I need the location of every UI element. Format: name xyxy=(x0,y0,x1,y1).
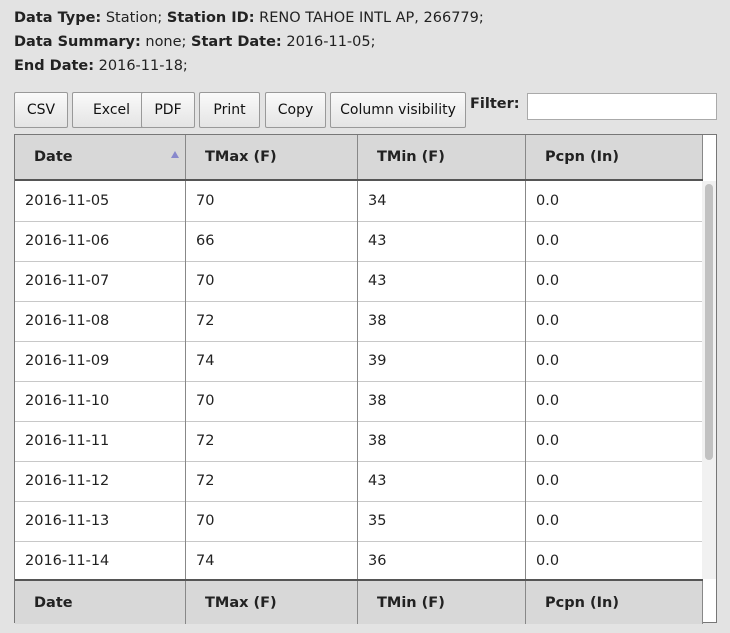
cell-tmin: 38 xyxy=(358,301,526,341)
cell-tmax: 70 xyxy=(186,381,358,421)
station-id-value: RENO TAHOE INTL AP, 266779; xyxy=(259,10,484,26)
cell-tmax: 70 xyxy=(186,501,358,541)
table-row: 2016-11-14 74 36 0.0 xyxy=(15,541,703,579)
cell-tmax: 74 xyxy=(186,341,358,381)
filter-label: Filter: xyxy=(470,96,520,112)
table-scrollbar[interactable] xyxy=(702,181,716,579)
start-date-label: Start Date: xyxy=(191,34,282,50)
cell-pcpn: 0.0 xyxy=(526,341,703,381)
cell-pcpn: 0.0 xyxy=(526,421,703,461)
pdf-button[interactable]: PDF xyxy=(141,92,195,128)
table-row: 2016-11-06 66 43 0.0 xyxy=(15,221,703,262)
table-header-row: Date TMax (F) TMin (F) Pcpn (In) xyxy=(15,135,703,181)
cell-tmin: 43 xyxy=(358,461,526,501)
end-date-value: 2016-11-18; xyxy=(98,58,188,74)
filter-input[interactable] xyxy=(527,93,717,120)
data-type-label: Data Type: xyxy=(14,10,102,26)
cell-tmax: 70 xyxy=(186,181,358,221)
cell-date: 2016-11-08 xyxy=(15,301,186,341)
column-visibility-button[interactable]: Column visibility xyxy=(330,92,466,128)
column-header-tmin[interactable]: TMin (F) xyxy=(358,135,526,179)
cell-pcpn: 0.0 xyxy=(526,261,703,301)
column-header-date[interactable]: Date xyxy=(15,135,186,179)
table-row: 2016-11-12 72 43 0.0 xyxy=(15,461,703,502)
column-footer-date: Date xyxy=(15,581,186,624)
cell-date: 2016-11-09 xyxy=(15,341,186,381)
cell-date: 2016-11-14 xyxy=(15,541,186,579)
print-button[interactable]: Print xyxy=(199,92,260,128)
cell-tmin: 38 xyxy=(358,381,526,421)
cell-tmin: 43 xyxy=(358,221,526,261)
cell-date: 2016-11-12 xyxy=(15,461,186,501)
csv-button[interactable]: CSV xyxy=(14,92,68,128)
excel-button[interactable]: Excel xyxy=(72,92,151,128)
cell-date: 2016-11-11 xyxy=(15,421,186,461)
cell-tmin: 36 xyxy=(358,541,526,579)
cell-date: 2016-11-06 xyxy=(15,221,186,261)
table-row: 2016-11-05 70 34 0.0 xyxy=(15,181,703,222)
cell-tmax: 70 xyxy=(186,261,358,301)
cell-pcpn: 0.0 xyxy=(526,221,703,261)
cell-tmax: 74 xyxy=(186,541,358,579)
cell-tmax: 72 xyxy=(186,301,358,341)
cell-tmin: 39 xyxy=(358,341,526,381)
data-summary-value: none; xyxy=(145,34,187,50)
cell-tmax: 72 xyxy=(186,461,358,501)
column-header-pcpn[interactable]: Pcpn (In) xyxy=(526,135,703,179)
cell-pcpn: 0.0 xyxy=(526,381,703,421)
table-row: 2016-11-11 72 38 0.0 xyxy=(15,421,703,462)
cell-pcpn: 0.0 xyxy=(526,461,703,501)
table-body: 2016-11-05 70 34 0.0 2016-11-06 66 43 0.… xyxy=(15,181,703,579)
cell-date: 2016-11-05 xyxy=(15,181,186,221)
table-row: 2016-11-10 70 38 0.0 xyxy=(15,381,703,422)
scrollbar-thumb[interactable] xyxy=(705,184,713,460)
cell-pcpn: 0.0 xyxy=(526,181,703,221)
data-summary-label: Data Summary: xyxy=(14,34,141,50)
cell-tmax: 72 xyxy=(186,421,358,461)
cell-tmin: 38 xyxy=(358,421,526,461)
cell-date: 2016-11-10 xyxy=(15,381,186,421)
column-header-date-label: Date xyxy=(34,149,73,165)
column-footer-pcpn: Pcpn (In) xyxy=(526,581,703,624)
station-id-label: Station ID: xyxy=(166,10,255,26)
cell-pcpn: 0.0 xyxy=(526,501,703,541)
cell-pcpn: 0.0 xyxy=(526,301,703,341)
table-row: 2016-11-09 74 39 0.0 xyxy=(15,341,703,382)
end-date-label: End Date: xyxy=(14,58,95,74)
cell-tmin: 43 xyxy=(358,261,526,301)
cell-tmin: 34 xyxy=(358,181,526,221)
table-row: 2016-11-08 72 38 0.0 xyxy=(15,301,703,342)
data-table: Date TMax (F) TMin (F) Pcpn (In) 2016-11… xyxy=(14,134,717,624)
table-footer-row: Date TMax (F) TMin (F) Pcpn (In) xyxy=(15,579,703,624)
table-row: 2016-11-13 70 35 0.0 xyxy=(15,501,703,542)
copy-button[interactable]: Copy xyxy=(265,92,326,128)
cell-pcpn: 0.0 xyxy=(526,541,703,579)
cell-date: 2016-11-07 xyxy=(15,261,186,301)
column-footer-tmin: TMin (F) xyxy=(358,581,526,624)
data-summary-info: Data Type: Station; Station ID: RENO TAH… xyxy=(14,6,484,78)
column-header-tmax[interactable]: TMax (F) xyxy=(186,135,358,179)
sort-ascending-icon xyxy=(171,151,179,158)
data-type-value: Station; xyxy=(105,10,163,26)
start-date-value: 2016-11-05; xyxy=(286,34,376,50)
cell-tmin: 35 xyxy=(358,501,526,541)
column-footer-tmax: TMax (F) xyxy=(186,581,358,624)
cell-tmax: 66 xyxy=(186,221,358,261)
table-row: 2016-11-07 70 43 0.0 xyxy=(15,261,703,302)
cell-date: 2016-11-13 xyxy=(15,501,186,541)
